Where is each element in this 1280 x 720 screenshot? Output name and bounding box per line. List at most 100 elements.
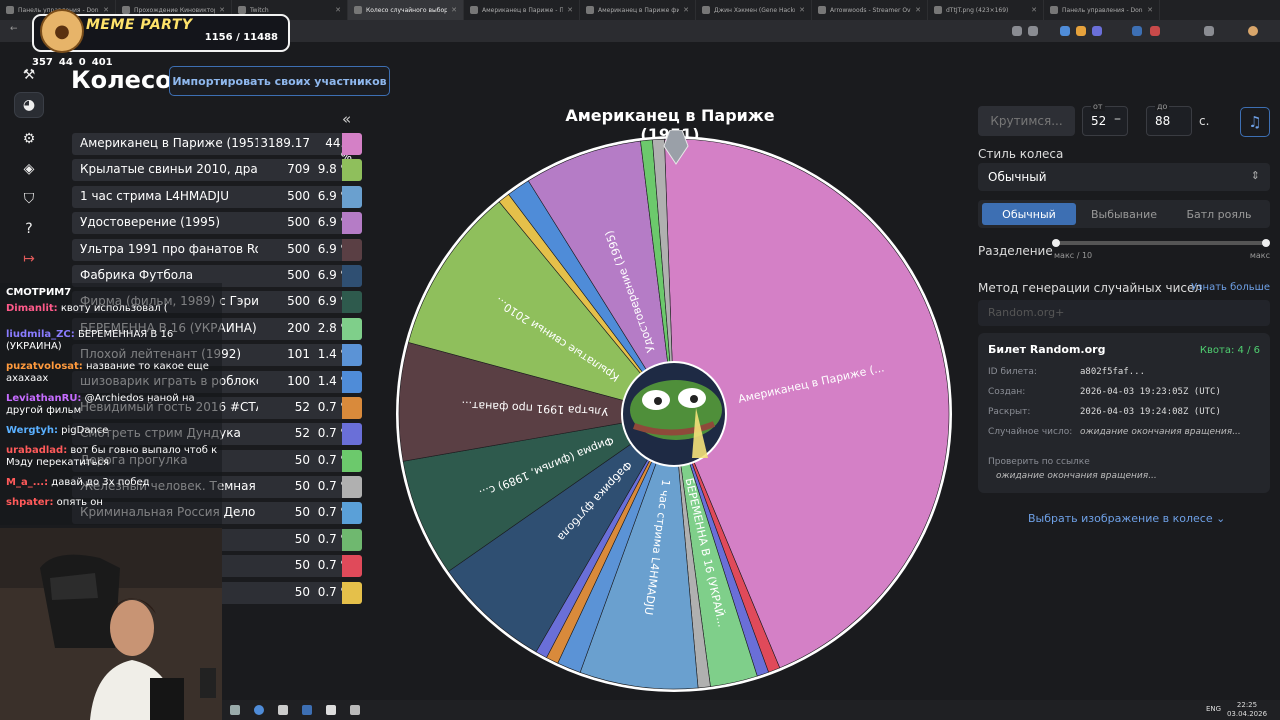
- browser-tab[interactable]: Прохождение Киновикторин ✕: [116, 0, 232, 20]
- participant-action-icon[interactable]: [342, 212, 362, 235]
- participant-row[interactable]: Удостоверение (1995) 500 6.9 %: [72, 212, 362, 235]
- participant-action-icon[interactable]: [342, 476, 362, 499]
- help-icon[interactable]: ?: [25, 221, 33, 237]
- browser-icon[interactable]: [254, 705, 264, 715]
- address-bar[interactable]: ←: [0, 20, 1280, 42]
- tab-favicon-icon: [6, 6, 14, 14]
- extension-icon[interactable]: [1092, 26, 1102, 36]
- browser-tab[interactable]: Американец в Париже - По ✕: [464, 0, 580, 20]
- tab-elimination[interactable]: Выбывание: [1090, 207, 1158, 221]
- participant-action-icon[interactable]: [342, 291, 362, 314]
- close-tab-icon[interactable]: ✕: [1031, 6, 1037, 14]
- slider-handle-max[interactable]: [1262, 239, 1270, 247]
- close-tab-icon[interactable]: ✕: [567, 6, 573, 14]
- close-tab-icon[interactable]: ✕: [683, 6, 689, 14]
- input-language[interactable]: ENG: [1206, 705, 1222, 713]
- app-icon[interactable]: [230, 705, 240, 715]
- participant-row[interactable]: Ультра 1991 про фанатов Roma5006.9 %: [72, 238, 362, 261]
- random-org-ticket: Билет Random.org Квота: 4 / 6 ID билета:…: [978, 333, 1270, 493]
- gear-icon[interactable]: ⚙: [22, 131, 36, 147]
- rng-method-select[interactable]: Random.org+: [978, 300, 1270, 326]
- slider-handle-min[interactable]: [1052, 239, 1060, 247]
- participant-action-icon[interactable]: [342, 317, 362, 340]
- stat-value: 44: [58, 57, 73, 68]
- participant-action-icon[interactable]: [342, 344, 362, 367]
- extension-icon[interactable]: [1060, 26, 1070, 36]
- zoom-icon[interactable]: [1012, 26, 1022, 36]
- participant-action-icon[interactable]: [342, 159, 362, 182]
- choose-wheel-image-link[interactable]: Выбрать изображение в колесе ⌄: [1028, 512, 1225, 525]
- duration-from-input[interactable]: от 52: [1082, 102, 1128, 136]
- chat-text: БЕРЕМЕННАЯ В 16 (УКРАИНА): [6, 329, 174, 352]
- extension-icon[interactable]: [1076, 26, 1086, 36]
- ticket-title: Билет Random.org: [988, 343, 1106, 356]
- participant-action-icon[interactable]: [342, 238, 362, 261]
- participant-action-icon[interactable]: [342, 185, 362, 208]
- close-tab-icon[interactable]: ✕: [799, 6, 805, 14]
- layers-icon[interactable]: ◈: [23, 161, 35, 177]
- extension-icon[interactable]: [1150, 26, 1160, 36]
- browser-tab[interactable]: Twitch ✕: [232, 0, 348, 20]
- participant-action-icon[interactable]: [342, 555, 362, 578]
- participant-action-icon[interactable]: [342, 528, 362, 551]
- division-slider[interactable]: [1052, 239, 1270, 247]
- participant-action-icon[interactable]: [342, 133, 362, 155]
- steam-icon[interactable]: [302, 705, 312, 715]
- app-icon[interactable]: [278, 705, 288, 715]
- participant-row[interactable]: Американец в Париже (1951) 3189.17 44.3 %: [72, 133, 362, 164]
- wheel-slice: [652, 138, 675, 415]
- participant-action-icon[interactable]: [342, 264, 362, 287]
- browser-tab[interactable]: Arrowwoods - Streamer Ove ✕: [812, 0, 928, 20]
- app-icon[interactable]: [350, 705, 360, 715]
- extension-icon[interactable]: [1132, 26, 1142, 36]
- participant-action-icon[interactable]: [342, 449, 362, 472]
- stat-value: 401: [91, 57, 113, 68]
- chat-text: название то какое еще ахахаах: [6, 361, 209, 384]
- close-tab-icon[interactable]: ✕: [219, 6, 225, 14]
- ticket-created-value: 2026-04-03 19:23:05Z (UTC): [1080, 387, 1221, 397]
- meme-party-overlay: ● MEME PARTY 1156 / 11488: [32, 9, 290, 53]
- tab-battle-royale[interactable]: Батл рояль: [1186, 207, 1252, 221]
- wheel-style-select[interactable]: Обычный ⇕: [978, 163, 1270, 191]
- wheel-icon[interactable]: ◕: [14, 92, 44, 118]
- browser-tab[interactable]: Американец в Париже фил ✕: [580, 0, 696, 20]
- system-clock[interactable]: 22:25 03.04.2026: [1222, 701, 1272, 719]
- rng-method-value: Random.org+: [988, 306, 1065, 319]
- music-note-icon[interactable]: ♫: [1240, 107, 1270, 137]
- duration-to-input[interactable]: до 88: [1146, 102, 1192, 136]
- wheel-chart[interactable]: Американец в Париже (...БЕРЕМЕННА В 16 (…: [394, 130, 954, 695]
- logout-icon[interactable]: ↦: [23, 251, 35, 267]
- close-tab-icon[interactable]: ✕: [1147, 6, 1153, 14]
- close-tab-icon[interactable]: ✕: [915, 6, 921, 14]
- participant-action-icon[interactable]: [342, 581, 362, 604]
- profile-avatar[interactable]: [1248, 26, 1258, 36]
- tab-normal[interactable]: Обычный: [982, 203, 1076, 225]
- close-tab-icon[interactable]: ✕: [103, 6, 109, 14]
- chat-username: urabadlad:: [6, 445, 68, 456]
- participant-row[interactable]: 1 час стрима L4HMADJU 500 6.9 %: [72, 185, 362, 208]
- browser-tab[interactable]: Колесо случайного выбора ✕: [348, 0, 464, 20]
- participant-action-icon[interactable]: [342, 396, 362, 419]
- chat-text: опять он: [56, 497, 103, 508]
- close-tab-icon[interactable]: ✕: [451, 6, 457, 14]
- back-icon[interactable]: ←: [10, 24, 18, 34]
- learn-more-link[interactable]: Узнать больше: [1191, 282, 1270, 293]
- browser-tab[interactable]: dTtJT.png (423×169) ✕: [928, 0, 1044, 20]
- ticket-id-value[interactable]: a802f5faf...: [1080, 367, 1146, 377]
- browser-tab[interactable]: Панель управления - Donat✕: [1044, 0, 1160, 20]
- collapse-list-icon[interactable]: «: [342, 110, 352, 128]
- bookmark-icon[interactable]: [1028, 26, 1038, 36]
- extensions-menu-icon[interactable]: [1204, 26, 1214, 36]
- app-icon[interactable]: [326, 705, 336, 715]
- close-tab-icon[interactable]: ✕: [335, 6, 341, 14]
- participant-row[interactable]: Фабрика Футбола 500 6.9 %: [72, 264, 362, 287]
- gavel-icon[interactable]: ⚒: [22, 67, 36, 83]
- participant-action-icon[interactable]: [342, 370, 362, 393]
- shield-icon[interactable]: ⛉: [23, 191, 35, 207]
- browser-tab[interactable]: Джин Хэкмен (Gene Hackm ✕: [696, 0, 812, 20]
- participant-action-icon[interactable]: [342, 423, 362, 446]
- import-participants-button[interactable]: Импортировать своих участников: [169, 66, 390, 96]
- participant-action-icon[interactable]: [342, 502, 362, 525]
- spin-button[interactable]: Крутимся...: [978, 106, 1075, 136]
